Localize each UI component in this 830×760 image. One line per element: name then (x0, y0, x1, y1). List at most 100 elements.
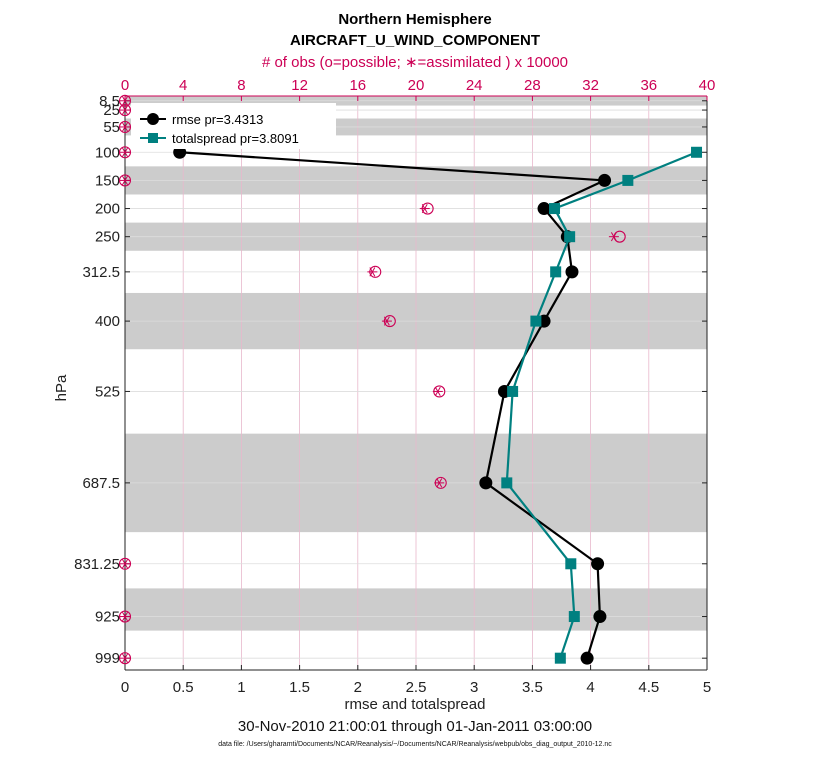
top-axis-label: # of obs (o=possible; ∗=assimilated ) x … (262, 54, 568, 71)
x-tick-label: 4 (586, 679, 594, 696)
top-tick-label: 28 (524, 77, 541, 94)
obs-assimilated-marker (120, 96, 130, 106)
totalspread-point (507, 385, 519, 397)
obs-possible-marker (118, 610, 132, 623)
legend-spread-label: totalspread pr=3.8091 (172, 131, 299, 146)
x-tick-label: 1.5 (289, 679, 310, 696)
totalspread-point (554, 652, 566, 664)
rmse-point (537, 202, 551, 216)
totalspread-point (568, 611, 580, 623)
y-tick-label: 250 (95, 229, 120, 246)
obs-assimilated-marker (120, 653, 130, 663)
totalspread-point (501, 477, 513, 489)
totalspread-point (550, 266, 562, 278)
axes: 0 0.5 1 1.5 2 2.5 3 3.5 4 4.5 5 0 4 8 12 16 20 24 28 32 36 40… (74, 77, 715, 696)
rmse-point (598, 173, 612, 187)
x-tick-label: 5 (703, 679, 711, 696)
obs-star-stroke (122, 122, 128, 132)
obs-markers (118, 94, 626, 665)
obs-star-stroke (122, 611, 128, 622)
top-tick-label: 8 (237, 77, 245, 94)
y-tick-label: 925 (95, 609, 120, 626)
legend: rmse pr=3.4313 totalspread pr=3.8091 (131, 103, 336, 149)
obs-star-stroke (122, 653, 128, 663)
obs-assimilated-marker (381, 316, 392, 326)
obs-star-stroke (434, 386, 441, 397)
rmse-point (593, 610, 607, 624)
chart-title-line2: AIRCRAFT_U_WIND_COMPONENT (290, 32, 540, 49)
y-tick-label: 200 (95, 201, 120, 218)
y-axis-label: hPa (53, 374, 70, 401)
obs-assimilated-marker (120, 122, 130, 132)
obs-possible-marker (118, 94, 132, 107)
obs-star-stroke (369, 267, 376, 277)
obs-assimilated-marker (120, 611, 130, 622)
rmse-point (580, 651, 594, 665)
obs-assimilated-marker (120, 105, 130, 115)
obs-assimilated-marker (120, 147, 130, 157)
legend-rmse-marker (147, 113, 159, 125)
obs-assimilated-marker (120, 559, 130, 569)
x-tick-label: 2.5 (406, 679, 427, 696)
rmse-point (173, 145, 187, 159)
y-tick-label: 400 (95, 313, 120, 330)
y-tick-label: 999 (95, 650, 120, 667)
obs-star-stroke (383, 316, 390, 326)
top-tick-label: 36 (640, 77, 657, 94)
obs-possible-marker (118, 120, 132, 134)
obs-assimilated-marker (432, 386, 443, 397)
y-tick-label: 100 (95, 144, 120, 161)
obs-star-stroke (122, 559, 128, 569)
obs-star-stroke (122, 175, 128, 185)
obs-possible-marker (118, 557, 132, 570)
legend-box (131, 103, 336, 149)
obs-star-stroke (436, 478, 443, 488)
obs-possible-marker (118, 104, 132, 117)
y-tick-label: 831.25 (74, 556, 120, 573)
y-tick-label: 687.5 (82, 475, 120, 492)
date-range-label: 30-Nov-2010 21:00:01 through 01-Jan-2011… (238, 718, 592, 735)
obs-assimilated-marker (434, 478, 445, 488)
rmse-point (591, 557, 605, 571)
x-tick-label: 4.5 (638, 679, 659, 696)
obs-possible-marker (118, 652, 132, 665)
top-tick-label: 20 (408, 77, 425, 94)
y-tick-label: 55 (103, 119, 120, 136)
obs-possible-marker (118, 174, 132, 187)
obs-possible-marker (118, 146, 132, 159)
obs-assimilated-marker (608, 232, 619, 242)
top-tick-label: 0 (121, 77, 129, 94)
totalspread-point (622, 174, 634, 186)
y-tick-label: 312.5 (82, 264, 120, 281)
top-tick-label: 16 (349, 77, 366, 94)
obs-star-stroke (610, 232, 617, 242)
obs-star-stroke (122, 105, 128, 115)
obs-star-stroke (421, 203, 428, 214)
totalspread-point (691, 146, 703, 158)
data-series (173, 145, 703, 665)
obs-star-stroke (122, 96, 128, 106)
top-tick-label: 32 (582, 77, 599, 94)
data-file-label: data file: /Users/gharamti/Documents/NCA… (218, 741, 612, 748)
legend-rmse-label: rmse pr=3.4313 (172, 112, 263, 127)
y-tick-label: 8.5 (99, 93, 120, 110)
obs-star-stroke (122, 147, 128, 157)
x-tick-label: 3.5 (522, 679, 543, 696)
y-tick-label: 150 (95, 172, 120, 189)
top-tick-label: 40 (699, 77, 716, 94)
x-tick-label: 0 (121, 679, 129, 696)
totalspread-point (549, 203, 561, 215)
y-tick-label: 525 (95, 383, 120, 400)
top-tick-label: 4 (179, 77, 187, 94)
obs-assimilated-marker (367, 267, 378, 277)
chart-title-line1: Northern Hemisphere (338, 11, 491, 28)
rmse-point (479, 476, 493, 490)
rmse-point (565, 265, 579, 279)
top-tick-label: 24 (466, 77, 483, 94)
obs-assimilated-marker (419, 203, 430, 214)
x-tick-label: 2 (354, 679, 362, 696)
x-axis-label: rmse and totalspread (345, 696, 486, 713)
x-tick-label: 0.5 (173, 679, 194, 696)
obs-assimilated-marker (120, 175, 130, 185)
x-tick-label: 3 (470, 679, 478, 696)
